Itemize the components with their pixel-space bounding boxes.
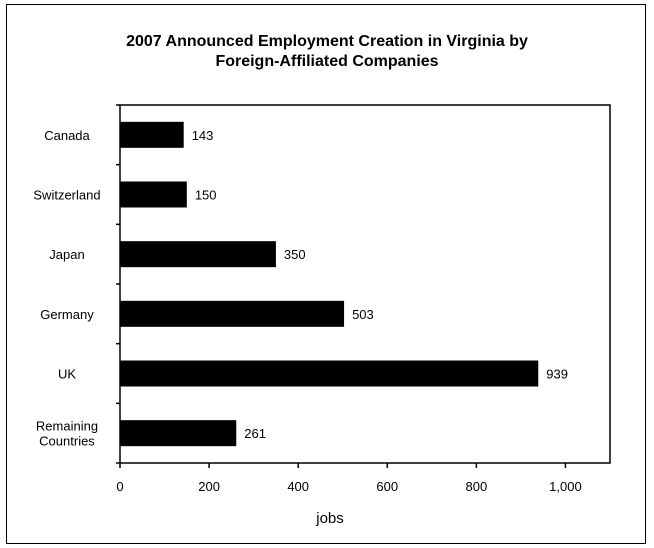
x-tick-label: 0 [116, 479, 123, 494]
category-label-line: Japan [49, 247, 84, 262]
category-label-line: Germany [40, 307, 94, 322]
category-label: Germany [40, 307, 94, 322]
category-label-line: UK [58, 367, 76, 382]
data-label: 150 [195, 188, 217, 203]
x-tick-label: 200 [198, 479, 220, 494]
x-tick-label: 1,000 [549, 479, 582, 494]
category-label: Remaining Countries [36, 419, 98, 449]
chart-title-line-2: Foreign-Affiliated Companies [215, 53, 439, 70]
category-label: Switzerland [33, 188, 100, 203]
bar-germany [120, 300, 345, 327]
category-label: UK [58, 367, 76, 382]
bar-switzerland [120, 181, 187, 208]
category-label-line: Remaining [36, 419, 98, 434]
x-axis-label: jobs [315, 510, 344, 527]
x-tick-label: 600 [376, 479, 398, 494]
data-label: 503 [352, 307, 374, 322]
data-label: 939 [546, 367, 568, 382]
x-tick-label: 400 [287, 479, 309, 494]
data-label: 261 [244, 426, 266, 441]
plot-area-border [119, 104, 611, 464]
chart-title-line-1: 2007 Announced Employment Creation in Vi… [126, 33, 528, 50]
data-label: 143 [192, 128, 214, 143]
bar-uk [120, 360, 539, 387]
bar-japan [120, 241, 276, 268]
data-label: 350 [284, 247, 306, 262]
category-label-line: Canada [44, 128, 90, 143]
category-label-line: Countries [39, 434, 95, 449]
category-label: Canada [44, 128, 90, 143]
category-label-line: Switzerland [33, 188, 100, 203]
chart-title: 2007 Announced Employment Creation in Vi… [0, 32, 654, 72]
chart-frame [6, 4, 646, 544]
category-label: Japan [49, 247, 84, 262]
bar-remaining-countries [120, 420, 237, 447]
bar-canada [120, 121, 184, 148]
x-tick-label: 800 [466, 479, 488, 494]
